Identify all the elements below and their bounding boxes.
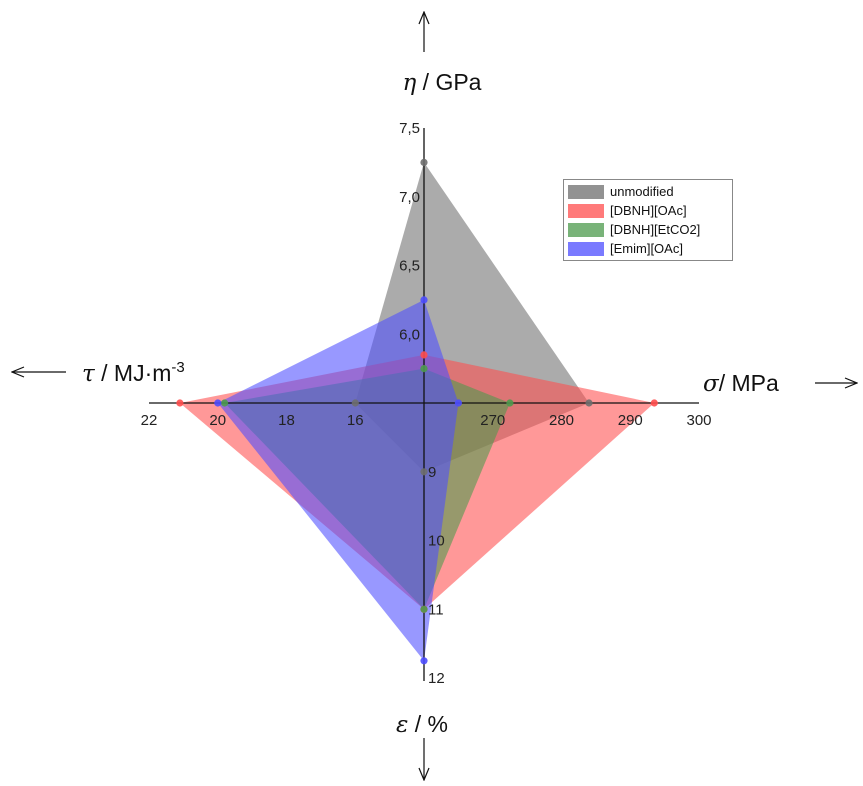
legend-swatch [568, 241, 604, 256]
axis-title-epsilon: ε / % [396, 711, 448, 738]
series-point-2-tau [221, 399, 229, 407]
legend-label: [DBNH][OAc] [610, 203, 687, 218]
tick-labels: 6,0 6,5 7,0 7,5 270 280 290 300 9 10 11 12 16 18 20 22 [141, 120, 712, 687]
tick-label-epsilon-2: 11 [428, 601, 444, 618]
series-points [176, 158, 658, 665]
axis-symbol-sigma: σ [703, 371, 720, 397]
series-point-1-sigma [650, 399, 658, 407]
legend-swatch [568, 184, 604, 199]
series-areas [179, 162, 655, 661]
series-area-3 [217, 299, 459, 661]
legend-swatch [568, 222, 604, 237]
axis-symbol-epsilon: ε [396, 712, 408, 738]
legend-label: [DBNH][EtCO2] [610, 222, 701, 237]
legend-item-3: [Emim][OAc] [568, 239, 728, 258]
tick-label-sigma-0: 270 [480, 412, 505, 429]
axis-unit-exponent-tau: -3 [171, 359, 184, 376]
axis-titles: η / GPa σ/ MPa ε / % τ / MJ·m-3 [82, 69, 779, 738]
axis-unit-epsilon: / % [408, 711, 448, 737]
legend-label: unmodified [610, 184, 674, 199]
series-point-2-sigma [506, 399, 514, 407]
series-point-1-eta [420, 351, 428, 359]
series-point-0-tau [351, 399, 359, 407]
tick-label-tau-0: 16 [347, 412, 364, 429]
legend-label: [Emim][OAc] [610, 241, 683, 256]
axis-title-tau: τ / MJ·m-3 [82, 359, 185, 387]
series-point-1-tau [176, 399, 184, 407]
tick-label-sigma-2: 290 [618, 412, 643, 429]
legend-swatch [568, 203, 604, 218]
axes [12, 12, 857, 780]
axis-unit-sigma: / MPa [719, 370, 779, 396]
axis-title-sigma: σ/ MPa [703, 370, 779, 397]
axis-unit-tau: / MJ·m [95, 360, 172, 386]
series-point-2-epsilon [420, 605, 428, 613]
legend-item-2: [DBNH][EtCO2] [568, 220, 728, 239]
axis-symbol-tau: τ [82, 361, 96, 387]
tick-label-epsilon-1: 10 [428, 533, 445, 550]
tick-label-eta-1: 6,5 [399, 258, 420, 275]
series-point-0-sigma [585, 399, 593, 407]
tick-label-eta-3: 7,5 [399, 120, 420, 137]
axis-title-eta: η / GPa [403, 69, 482, 96]
axis-symbol-eta: η [403, 70, 417, 96]
tick-label-epsilon-0: 9 [428, 464, 436, 481]
series-point-0-eta [420, 158, 428, 166]
series-point-3-epsilon [420, 657, 428, 665]
legend-item-0: unmodified [568, 182, 728, 201]
tick-label-sigma-1: 280 [549, 412, 574, 429]
series-point-3-eta [420, 296, 428, 304]
tick-label-eta-2: 7,0 [399, 189, 420, 206]
series-point-3-sigma [454, 399, 462, 407]
legend: unmodified [DBNH][OAc] [DBNH][EtCO2] [Emim]… [563, 179, 733, 261]
tick-label-sigma-3: 300 [686, 412, 711, 429]
series-point-3-tau [214, 399, 222, 407]
tick-label-tau-1: 18 [278, 412, 295, 429]
legend-item-1: [DBNH][OAc] [568, 201, 728, 220]
tick-label-eta-0: 6,0 [399, 326, 420, 343]
tick-label-tau-2: 20 [209, 412, 226, 429]
tick-label-tau-3: 22 [141, 412, 158, 429]
series-point-2-eta [420, 365, 428, 373]
series-point-0-epsilon [420, 468, 428, 476]
axis-unit-eta: / GPa [416, 69, 481, 95]
tick-label-epsilon-3: 12 [428, 670, 445, 687]
